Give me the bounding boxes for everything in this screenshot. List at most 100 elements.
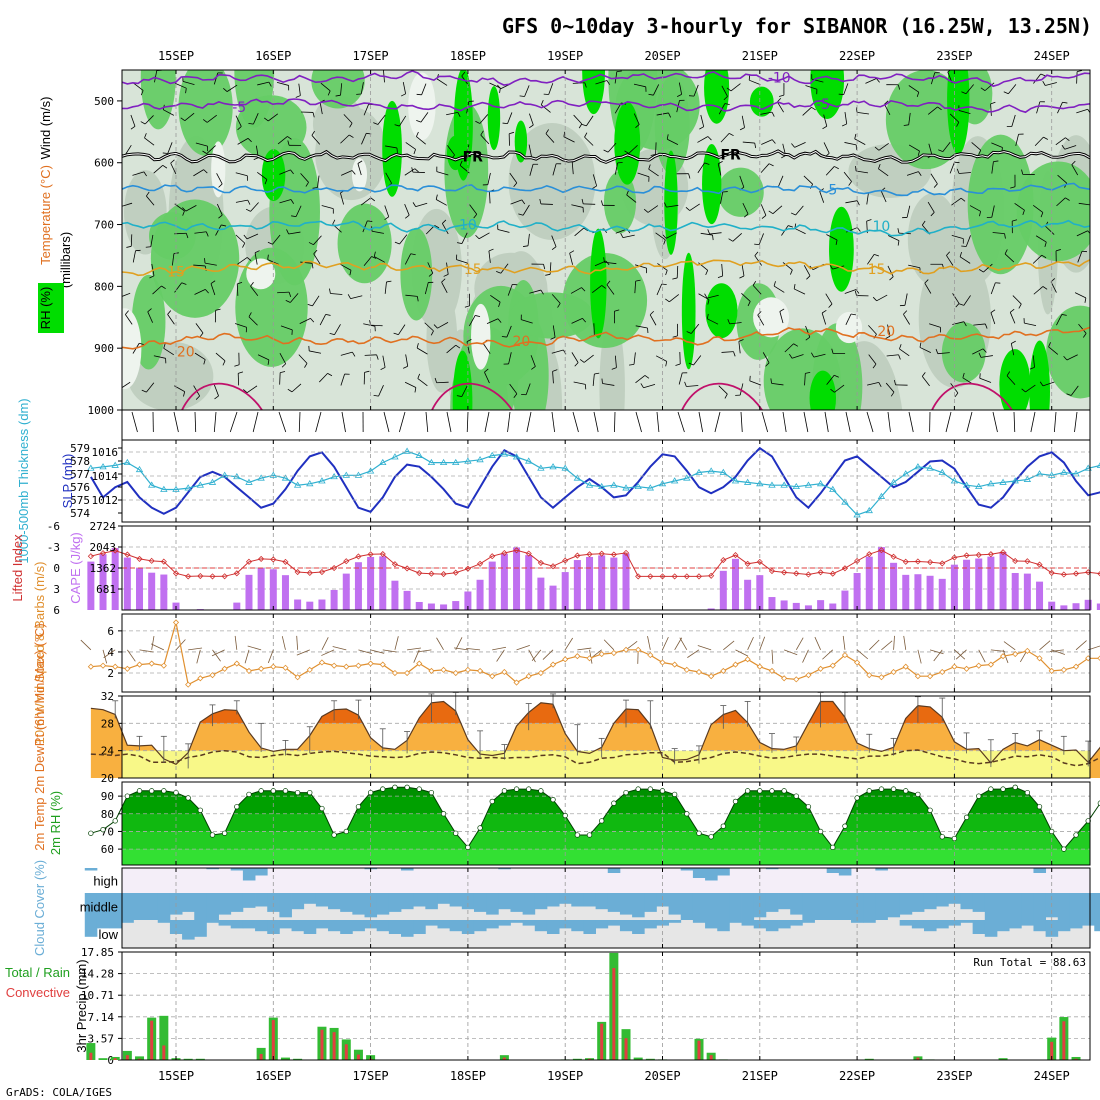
wind-barb [404,253,412,265]
wind-barb [194,352,206,360]
wind-barb-flag [442,219,447,224]
cloud-bar-low [936,920,949,929]
wind-barb-flag [728,238,734,242]
thickness-marker [160,485,168,492]
thickness-marker [585,481,594,488]
wind-barb [1076,230,1088,237]
wind-barb [732,233,743,242]
cloud-bar-middle [255,893,268,907]
wind-barb-flag [850,313,857,316]
contour--5 [122,98,1090,114]
wind-barb [144,115,154,125]
wind-barb [370,324,383,327]
panel-frame [121,613,1091,693]
cloud-bar-low [1033,920,1047,932]
rh-marker [647,786,653,792]
wind-barb [906,171,919,176]
surface-barb [803,411,809,433]
wind-barb [647,205,659,213]
surface-barb [213,411,217,433]
surface-barb [1053,411,1057,433]
wind-barb-10m [697,645,712,651]
rh-marker [939,834,945,840]
wind-barb [742,202,749,215]
wind-barb-flag [416,296,419,302]
wind-barb [749,79,761,85]
cloud-bar-low [315,920,329,929]
date-label-bottom: 19SEP [547,1069,583,1083]
wind-barb-10m [893,635,895,650]
rh-bright-region [590,228,607,339]
wind-barb-flag [540,289,544,295]
lifted-index-marker [136,555,143,562]
rh-marker [282,788,289,794]
wind-barb-flag [162,152,168,154]
wind-barb-flag [872,363,877,369]
cloud-bar-middle [194,893,207,920]
wind-barb-flag [394,241,400,245]
wind-barb-flag [286,229,289,235]
wind-barb-flag [443,274,449,277]
cloud-bar-low [206,920,219,923]
wind-barb [741,293,751,302]
cloud-bar-middle [863,893,876,920]
y-tick-label: 17.85 [81,946,114,959]
lifted-index-marker [440,571,447,578]
cloud-bar-low [960,920,974,923]
lifted-index-marker [683,573,690,580]
wind-barb-10m [990,649,1005,652]
rh-marker [343,828,349,835]
cloud-bar-middle [583,893,597,907]
wind-barb [182,80,195,85]
precip-total-bar [195,1058,205,1060]
precip-convective-bar [588,1058,592,1060]
wind-barb [678,82,683,95]
wind-barb [300,173,309,183]
rh-marker [781,788,787,794]
wind-barb-flag [417,373,421,379]
wind-barb [521,319,533,324]
wind-barb-flag [779,308,785,312]
wind-barb-flag [663,239,666,245]
thickness-marker [1011,477,1019,484]
surface-barb [298,411,301,433]
cape-bar [768,597,776,610]
cloud-bar-middle [315,893,329,907]
wind-barb-flag [781,155,786,159]
wind-barb [721,85,728,97]
wind-barb [739,175,745,188]
wind-barb-flag [475,315,481,317]
rh-marker [136,788,143,794]
wind-barb [210,283,216,296]
wind-speed-marker [1097,655,1100,661]
y-axis-label-pressure: (millibars) [58,232,73,288]
wind-barb-flag [854,290,857,296]
wind-barb [436,381,449,384]
y-tick-label: 60 [101,843,114,856]
wind-barb [930,173,938,185]
rh-dry-region [753,297,790,338]
wind-barb-flag [118,202,121,206]
wind-barb-flag [308,242,314,246]
wind-barb-10m [1003,641,1016,651]
wind-barb-flag [501,336,507,338]
wind-barb-flag [717,275,723,279]
wind-barb [489,82,501,89]
thickness-marker [184,484,192,491]
wind-barb [250,285,259,296]
wind-barb-flag [352,351,356,357]
wind-barb [584,136,594,146]
wind-barb-flag [386,280,392,283]
wind-barb-flag [466,339,472,343]
wind-barb [488,250,491,263]
lifted-index-marker [306,569,313,576]
temperature-contours [122,70,1090,410]
wind-barb-flag [661,283,667,286]
rh-marker [684,811,690,817]
wind-barb [461,232,468,244]
wind-speed-marker [489,673,496,680]
wind-barb [606,284,615,295]
wind-barb [330,293,343,295]
wind-speed-marker [987,661,994,668]
wind-barb-flag [761,215,767,219]
